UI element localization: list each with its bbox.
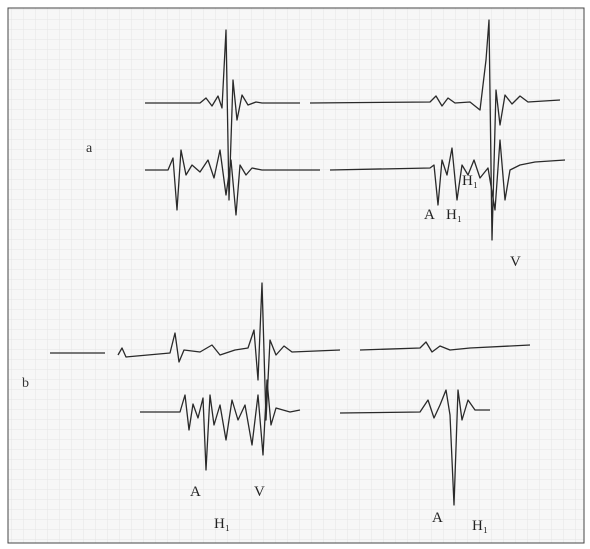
panel-label: b — [22, 376, 29, 391]
annotation: H₁ — [446, 207, 462, 223]
annotation: H₁ — [214, 516, 230, 532]
figure: a A H₁ H₁ Vb A V H₁ A H₁ — [0, 0, 590, 549]
annotation: V — [510, 254, 521, 270]
annotation: H₁ — [472, 518, 488, 534]
frame — [8, 8, 584, 543]
annotation: A — [424, 207, 435, 223]
annotation: A — [190, 484, 201, 500]
page: {"panels": [ {"label": "a", "annotations… — [0, 0, 590, 549]
annotation: H₁ — [462, 173, 478, 189]
panel-label: a — [86, 141, 93, 156]
annotation: V — [254, 484, 265, 500]
annotation: A — [432, 510, 443, 526]
